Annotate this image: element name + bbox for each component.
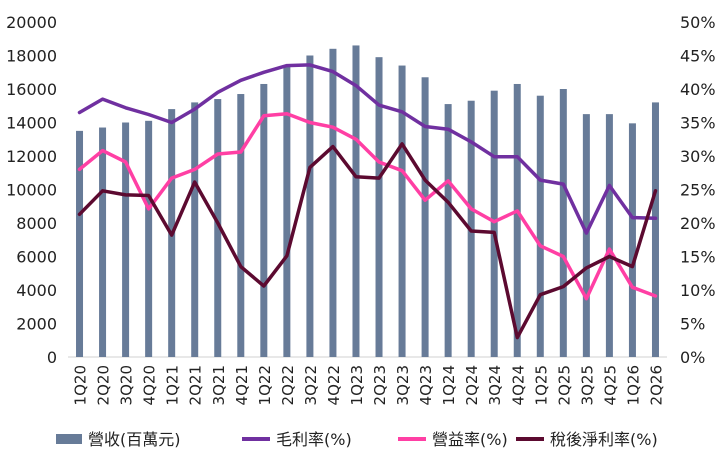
legend-label: 毛利率(%) xyxy=(276,430,352,449)
x-tick-label: 4Q20 xyxy=(141,365,159,405)
x-tick-label: 3Q24 xyxy=(486,365,504,405)
bar xyxy=(582,114,590,357)
x-tick-label: 1Q20 xyxy=(72,365,90,405)
x-tick-label: 4Q24 xyxy=(509,365,527,405)
right-axis-tick-label: 5% xyxy=(680,315,705,334)
bar xyxy=(237,94,245,358)
bar xyxy=(352,45,360,357)
series-line xyxy=(77,142,658,340)
left-axis-tick-label: 16000 xyxy=(6,80,57,99)
x-tick-label: 1Q21 xyxy=(164,365,182,405)
left-axis-tick-label: 20000 xyxy=(6,13,57,32)
left-axis-tick-label: 6000 xyxy=(16,248,57,267)
x-tick-label: 1Q25 xyxy=(532,365,550,405)
bar xyxy=(513,83,521,357)
legend-label: 營益率(%) xyxy=(432,430,508,449)
series-line xyxy=(77,112,658,301)
x-tick-label: 1Q22 xyxy=(256,365,274,405)
left-axis-tick-label: 8000 xyxy=(16,214,57,233)
x-tick-label: 2Q26 xyxy=(647,365,665,405)
left-axis-tick-label: 2000 xyxy=(16,315,57,334)
bar xyxy=(99,127,107,358)
right-axis-tick-label: 20% xyxy=(680,214,716,233)
bar xyxy=(260,83,268,357)
x-tick-label: 3Q20 xyxy=(118,365,136,405)
bar xyxy=(306,55,314,357)
x-tick-label: 3Q23 xyxy=(394,365,412,405)
legend-label: 營收(百萬元) xyxy=(88,430,181,449)
x-tick-label: 4Q22 xyxy=(325,365,343,405)
right-axis-tick-label: 50% xyxy=(680,13,716,32)
bar xyxy=(76,130,84,357)
x-tick-label: 2Q21 xyxy=(187,365,205,405)
right-axis-tick-label: 35% xyxy=(680,114,716,133)
x-tick-label: 4Q25 xyxy=(601,365,619,405)
bar xyxy=(628,123,636,358)
left-axis-tick-label: 14000 xyxy=(6,114,57,133)
bar xyxy=(122,122,130,357)
bar xyxy=(375,57,383,358)
left-axis-tick-label: 18000 xyxy=(6,47,57,66)
x-tick-label: 3Q21 xyxy=(210,365,228,405)
x-tick-label: 1Q26 xyxy=(624,365,642,405)
right-axis-tick-label: 0% xyxy=(680,348,705,367)
x-tick-label: 1Q24 xyxy=(440,365,458,405)
legend-label: 稅後淨利率(%) xyxy=(550,430,658,449)
right-axis-tick-label: 30% xyxy=(680,147,716,166)
right-axis-tick-label: 25% xyxy=(680,181,716,200)
left-axis-tick-label: 10000 xyxy=(6,181,57,200)
right-axis-tick-label: 10% xyxy=(680,281,716,300)
bar xyxy=(421,77,429,358)
bar xyxy=(651,102,659,358)
legend: 營收(百萬元) 毛利率(%) 營益率(%) 稅後淨利率(%) xyxy=(56,430,658,449)
x-tick-label: 4Q21 xyxy=(233,365,251,405)
lines-layer xyxy=(77,63,658,340)
left-axis-tick-label: 12000 xyxy=(6,147,57,166)
right-axis-tick-label: 45% xyxy=(680,47,716,66)
bar xyxy=(398,65,406,358)
x-tick-label: 2Q22 xyxy=(279,365,297,405)
bar xyxy=(145,120,153,357)
x-tick-label: 2Q24 xyxy=(463,365,481,405)
right-axis-tick-label: 15% xyxy=(680,248,716,267)
x-tick-label: 1Q23 xyxy=(348,365,366,405)
x-tick-label: 2Q20 xyxy=(95,365,113,405)
bar xyxy=(329,48,337,358)
legend-swatch-revenue xyxy=(56,434,82,444)
x-tick-label: 3Q22 xyxy=(302,365,320,405)
x-tick-label: 2Q23 xyxy=(371,365,389,405)
x-tick-label: 4Q23 xyxy=(417,365,435,405)
left-axis-tick-label: 0 xyxy=(47,348,57,367)
x-tick-label: 2Q25 xyxy=(555,365,573,405)
x-tick-label: 3Q25 xyxy=(578,365,596,405)
bar xyxy=(536,95,544,357)
left-axis-tick-label: 4000 xyxy=(16,281,57,300)
bar xyxy=(191,102,199,358)
right-axis-tick-label: 40% xyxy=(680,80,716,99)
bar xyxy=(559,89,567,357)
bar xyxy=(214,99,222,358)
bar xyxy=(283,65,291,358)
bar xyxy=(444,104,452,357)
bar xyxy=(490,90,498,358)
bar xyxy=(605,114,613,357)
series-line xyxy=(77,63,658,235)
axes-layer: 0 2000 4000 6000 8000 10000 12000 14000 16000 180… xyxy=(6,13,715,367)
x-tick-labels: 1Q20 2Q20 3Q20 4Q20 1Q21 2Q21 3Q21 4Q21 1Q22 2Q22… xyxy=(72,365,666,405)
